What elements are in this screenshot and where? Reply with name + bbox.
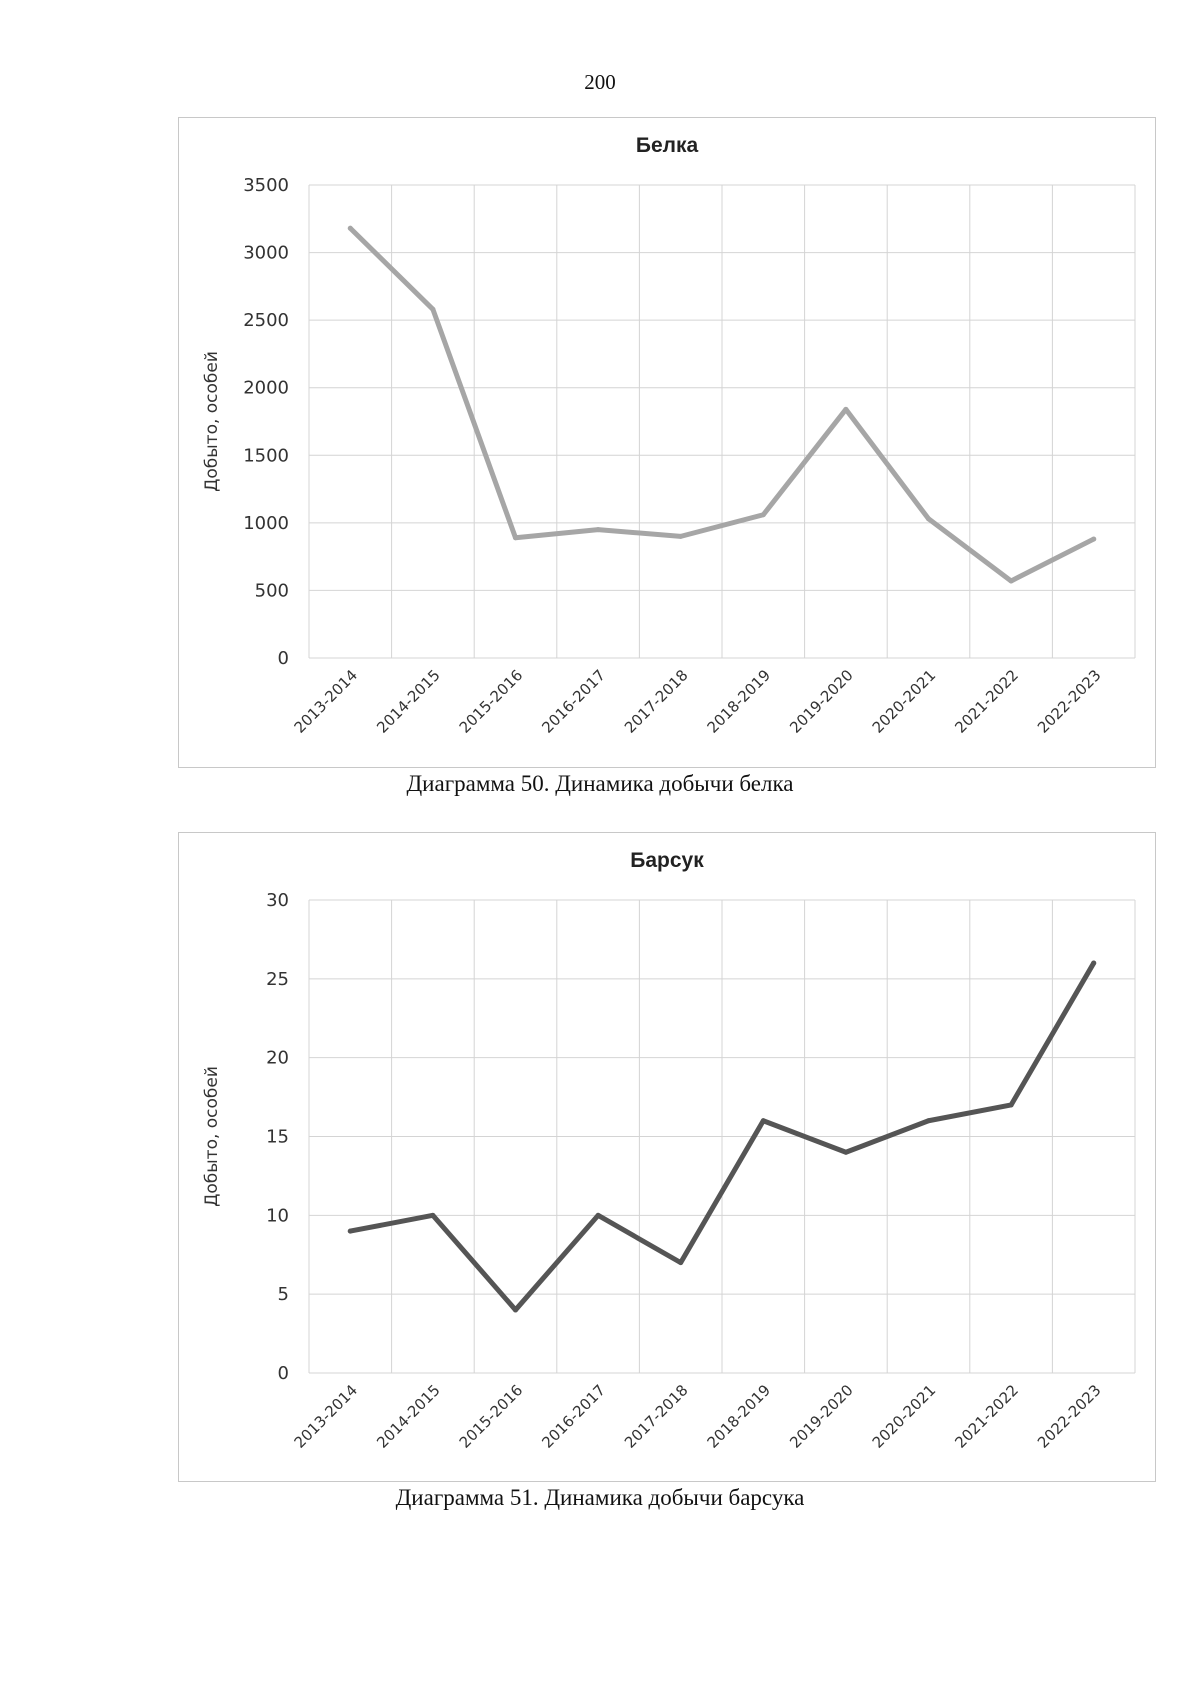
squirrel-data-point [513,535,518,541]
squirrel-y-tick-label: 0 [278,648,289,669]
badger-x-tick-label: 2015-2016 [456,1381,527,1452]
chart-caption-badger: Диаграмма 51. Динамика добычи барсука [395,1485,805,1510]
chart-badger-svg: Барсук 0 5 10 15 20 25 30 2013-2014 2014-2015 2015… [202,849,1136,1452]
badger-x-tick-label: 2016-2017 [538,1381,609,1452]
badger-x-tick-label: 2021-2022 [951,1381,1022,1452]
squirrel-y-tick-label: 2500 [243,310,289,331]
squirrel-data-point [595,527,601,533]
squirrel-y-tick-label: 2000 [243,378,289,399]
squirrel-title: Белка [636,134,699,157]
squirrel-data-point [926,516,931,522]
badger-x-tick-label: 2018-2019 [704,1381,775,1452]
badger-y-tick-label: 20 [266,1048,289,1069]
badger-y-tick-label: 10 [266,1205,289,1226]
squirrel-y-tick-label: 3000 [243,243,289,264]
squirrel-x-tick-label: 2017-2018 [621,666,692,737]
badger-x-tick-label: 2019-2020 [786,1381,857,1452]
squirrel-x-tick-label: 2014-2015 [373,666,444,737]
squirrel-data-point [760,512,766,518]
badger-data-point [926,1118,931,1124]
chart-squirrel: Белка 0 500 1000 1500 2000 2500 3000 3500 2013-20… [178,117,1156,768]
badger-x-tick-label: 2020-2021 [869,1381,940,1452]
badger-x-tick-label: 2022-2023 [1034,1381,1105,1452]
badger-data-point [595,1212,601,1218]
chart-badger: Барсук 0 5 10 15 20 25 30 2013-2014 2014-2015 2015… [178,832,1156,1482]
squirrel-y-tick-label: 3500 [243,175,289,196]
squirrel-x-tick-label: 2018-2019 [704,666,775,737]
squirrel-data-point [843,406,849,412]
badger-title: Барсук [630,849,704,872]
chart-squirrel-svg: Белка 0 500 1000 1500 2000 2500 3000 3500 2013-20… [202,134,1136,737]
badger-x-tick-label: 2013-2014 [291,1381,362,1452]
squirrel-x-tick-label: 2021-2022 [951,666,1022,737]
badger-data-point [430,1212,436,1218]
squirrel-data-point [1008,578,1014,584]
squirrel-y-axis-title: Добыто, особей [202,351,222,492]
badger-y-tick-label: 0 [278,1363,289,1384]
badger-x-tick-label: 2017-2018 [621,1381,692,1452]
squirrel-x-tick-label: 2022-2023 [1034,666,1105,737]
squirrel-y-tick-label: 500 [255,580,289,601]
squirrel-x-tick-label: 2016-2017 [538,666,609,737]
badger-y-tick-label: 30 [266,890,289,911]
squirrel-x-tick-label: 2019-2020 [786,666,857,737]
badger-x-tick-label: 2014-2015 [373,1381,444,1452]
squirrel-x-tick-label: 2013-2014 [291,666,362,737]
badger-data-point [347,1228,353,1234]
squirrel-data-point [1091,536,1097,542]
squirrel-x-tick-label: 2020-2021 [869,666,940,737]
badger-data-point [513,1307,518,1313]
squirrel-series-line [347,225,1097,584]
squirrel-data-point [347,225,353,231]
squirrel-data-point [430,306,436,312]
page-number: 200 [584,70,616,94]
squirrel-x-tick-label: 2015-2016 [456,666,527,737]
badger-y-tick-label: 5 [278,1284,289,1305]
badger-data-point [843,1149,849,1155]
squirrel-y-tick-label: 1500 [243,445,289,466]
squirrel-y-tick-label: 1000 [243,513,289,534]
chart-caption-squirrel: Диаграмма 50. Динамика добычи белка [406,771,794,796]
badger-y-tick-label: 15 [266,1127,289,1148]
badger-data-point [678,1260,684,1266]
badger-data-point [1091,960,1097,966]
badger-data-point [760,1118,766,1124]
squirrel-data-point [678,533,684,539]
badger-data-point [1008,1102,1014,1108]
badger-series-line [347,960,1097,1313]
badger-y-axis-title: Добыто, особей [202,1066,222,1207]
badger-y-tick-label: 25 [266,969,289,990]
